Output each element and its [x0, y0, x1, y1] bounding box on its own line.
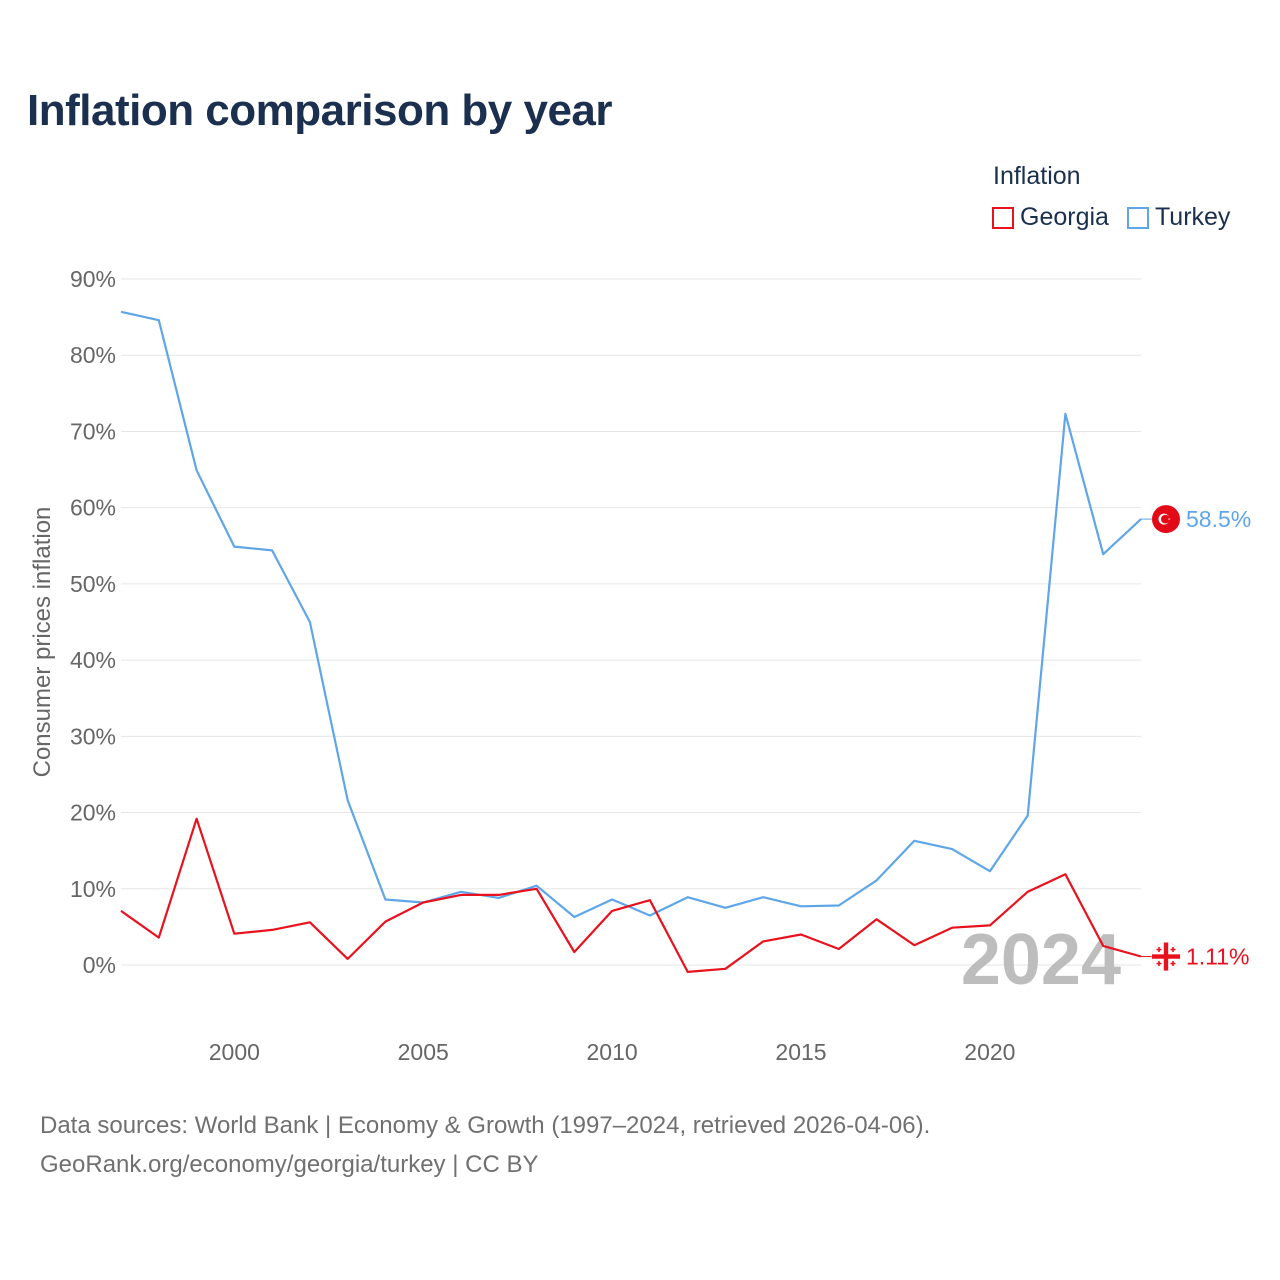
y-tick-label: 90% — [70, 266, 116, 292]
y-tick-label: 60% — [70, 495, 116, 521]
x-tick-label: 2000 — [209, 1039, 260, 1065]
y-axis-label: Consumer prices inflation — [29, 507, 56, 778]
year-watermark: 2024 — [961, 920, 1121, 1000]
legend-label-georgia: Georgia — [1020, 203, 1109, 231]
source-line-1: Data sources: World Bank | Economy & Gro… — [40, 1112, 931, 1139]
x-tick-label: 2010 — [587, 1039, 638, 1065]
end-value-label-georgia: 1.11% — [1186, 944, 1250, 970]
y-tick-label: 10% — [70, 876, 116, 902]
x-tick-label: 2005 — [398, 1039, 449, 1065]
x-axis-ticks: 2000 2005 2010 2015 2020 — [209, 1039, 1016, 1065]
legend-label-turkey: Turkey — [1154, 203, 1231, 231]
data-source-note: Data sources: World Bank | Economy & Gro… — [40, 1106, 930, 1184]
legend-swatch-turkey — [1126, 206, 1149, 229]
legend-title: Inflation — [993, 162, 1081, 190]
legend-item-turkey[interactable]: Turkey — [1126, 203, 1231, 232]
end-markers: 58.5% 1.11% — [1141, 505, 1251, 972]
x-tick-label: 2015 — [775, 1039, 826, 1065]
legend-item-georgia[interactable]: Georgia — [992, 203, 1109, 232]
y-tick-label: 20% — [70, 800, 116, 826]
y-tick-label: 30% — [70, 723, 116, 749]
gridlines — [121, 278, 1141, 966]
series-line-turkey[interactable] — [120, 310, 1142, 919]
y-tick-label: 80% — [70, 342, 116, 368]
line-chart: 0%10%20%30%40%50%60%70%80%90% 2000 2005 20… — [29, 266, 1251, 1065]
y-tick-label: 50% — [70, 571, 116, 597]
x-tick-label: 2020 — [964, 1039, 1015, 1065]
y-tick-label: 40% — [70, 647, 116, 673]
legend-swatch-georgia — [992, 206, 1014, 229]
series-line-georgia[interactable] — [120, 817, 1142, 974]
turkey-flag-icon — [1152, 505, 1180, 534]
georgia-flag-icon — [1151, 942, 1181, 972]
y-tick-label: 0% — [83, 952, 116, 978]
chart-title: Inflation comparison by year — [27, 86, 613, 135]
y-axis-ticks: 0% 10% 20% 30% 40% 50% 60% 70% 80% 90% — [70, 266, 116, 978]
source-line-2[interactable]: GeoRank.org/economy/georgia/turkey | CC … — [40, 1151, 539, 1178]
y-tick-label: 70% — [70, 418, 116, 444]
end-value-label-turkey: 58.5% — [1186, 506, 1251, 532]
legend: Georgia Turkey — [992, 203, 1230, 232]
series-lines — [120, 310, 1142, 974]
